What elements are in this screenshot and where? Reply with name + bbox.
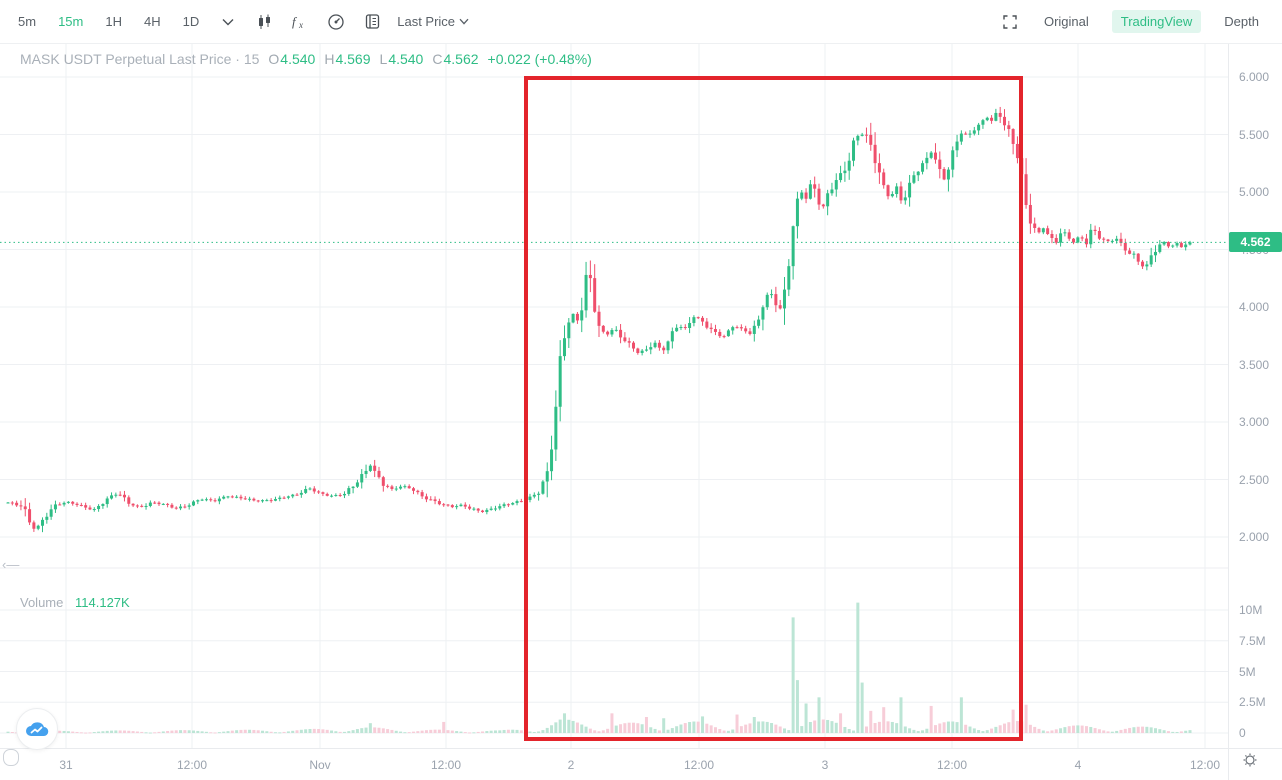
toolbar-right-group: Original TradingView Depth — [999, 10, 1268, 33]
view-tab-tradingview[interactable]: TradingView — [1111, 10, 1202, 33]
low-value: 4.540 — [388, 51, 424, 67]
high-label: H — [324, 51, 335, 67]
view-tab-original[interactable]: Original — [1043, 14, 1089, 29]
price-axis[interactable]: 6.0005.5005.0004.5004.0003.5003.0002.500… — [1228, 44, 1282, 780]
volume-label: Volume — [20, 595, 64, 610]
journal-icon[interactable] — [361, 11, 383, 33]
price-tick-label: 2.000 — [1239, 530, 1270, 544]
tradingview-logo-button[interactable] — [16, 708, 58, 750]
candlestick-icon[interactable] — [253, 11, 275, 33]
volume-tick-label: 10M — [1239, 603, 1263, 617]
time-axis[interactable]: 31 12:00 Nov 12:00 2 12:00 3 12:00 4 12:00 — [0, 748, 1282, 780]
chevron-down-icon — [459, 18, 469, 25]
expand-icon[interactable] — [999, 11, 1021, 33]
annotation-rectangle[interactable] — [524, 76, 1023, 741]
volume-tick-label: 5M — [1239, 664, 1256, 679]
volume-tick-label: 2.5M — [1239, 695, 1266, 710]
time-tick-label: 2 — [567, 758, 575, 772]
price-tick-label: 2.500 — [1239, 472, 1270, 487]
time-tick-label: 12:00 — [176, 758, 208, 772]
gauge-icon[interactable] — [325, 11, 347, 33]
price-tick-label: 3.500 — [1239, 357, 1270, 372]
timeframe-15m-button[interactable]: 15m — [58, 14, 84, 29]
close-label: C — [432, 51, 443, 67]
price-tick-label: 5.000 — [1239, 185, 1270, 199]
open-value: 4.540 — [280, 51, 316, 67]
price-tick-label: 5.500 — [1239, 127, 1270, 142]
volume-tick-label: 0 — [1239, 726, 1246, 740]
cloud-chart-icon — [26, 722, 49, 737]
close-value: 4.562 — [443, 51, 479, 67]
time-tick-label: 12:00 — [1189, 758, 1221, 772]
time-tick-label: 12:00 — [683, 758, 715, 772]
timeframe-1d-button[interactable]: 1D — [182, 14, 200, 29]
chart-legend: MASK USDT Perpetual Last Price · 15 O4.5… — [20, 51, 592, 67]
timeframe-4h-button[interactable]: 4H — [143, 14, 161, 29]
change-value: +0.022 (+0.48%) — [487, 51, 592, 67]
horizontal-scrollbar-thumb[interactable] — [3, 749, 19, 766]
time-tick-label: Nov — [309, 758, 331, 772]
chevron-down-icon[interactable] — [217, 11, 239, 33]
last-price-badge: 4.562 — [1229, 232, 1282, 253]
volume-header: Volume 114.127K — [20, 595, 130, 610]
volume-value: 114.127K — [75, 595, 130, 610]
view-tab-depth[interactable]: Depth — [1224, 14, 1259, 29]
price-tick-label: 4.000 — [1239, 300, 1270, 314]
time-tick-label: 31 — [59, 758, 73, 772]
svg-text:x: x — [298, 20, 303, 30]
price-tick-label: 6.000 — [1239, 70, 1270, 84]
svg-text:f: f — [292, 14, 298, 29]
high-value: 4.569 — [335, 51, 371, 67]
price-type-dropdown[interactable]: Last Price — [397, 14, 469, 29]
time-axis-settings-icon[interactable] — [1242, 752, 1258, 773]
timeframe-5m-button[interactable]: 5m — [18, 14, 37, 29]
volume-tick-label: 7.5M — [1239, 633, 1266, 648]
time-tick-label: 12:00 — [430, 758, 462, 772]
time-tick-label: 3 — [821, 758, 829, 772]
price-tick-label: 3.000 — [1239, 415, 1270, 429]
time-tick-label: 4 — [1074, 758, 1082, 772]
time-tick-label: 12:00 — [936, 758, 968, 772]
open-label: O — [268, 51, 280, 67]
low-label: L — [379, 51, 388, 67]
symbol-title: MASK USDT Perpetual Last Price · 15 — [20, 51, 260, 67]
timeframe-1h-button[interactable]: 1H — [105, 14, 122, 29]
price-type-label: Last Price — [397, 14, 456, 29]
pane-collapse-handle[interactable]: ‹— — [2, 557, 20, 572]
